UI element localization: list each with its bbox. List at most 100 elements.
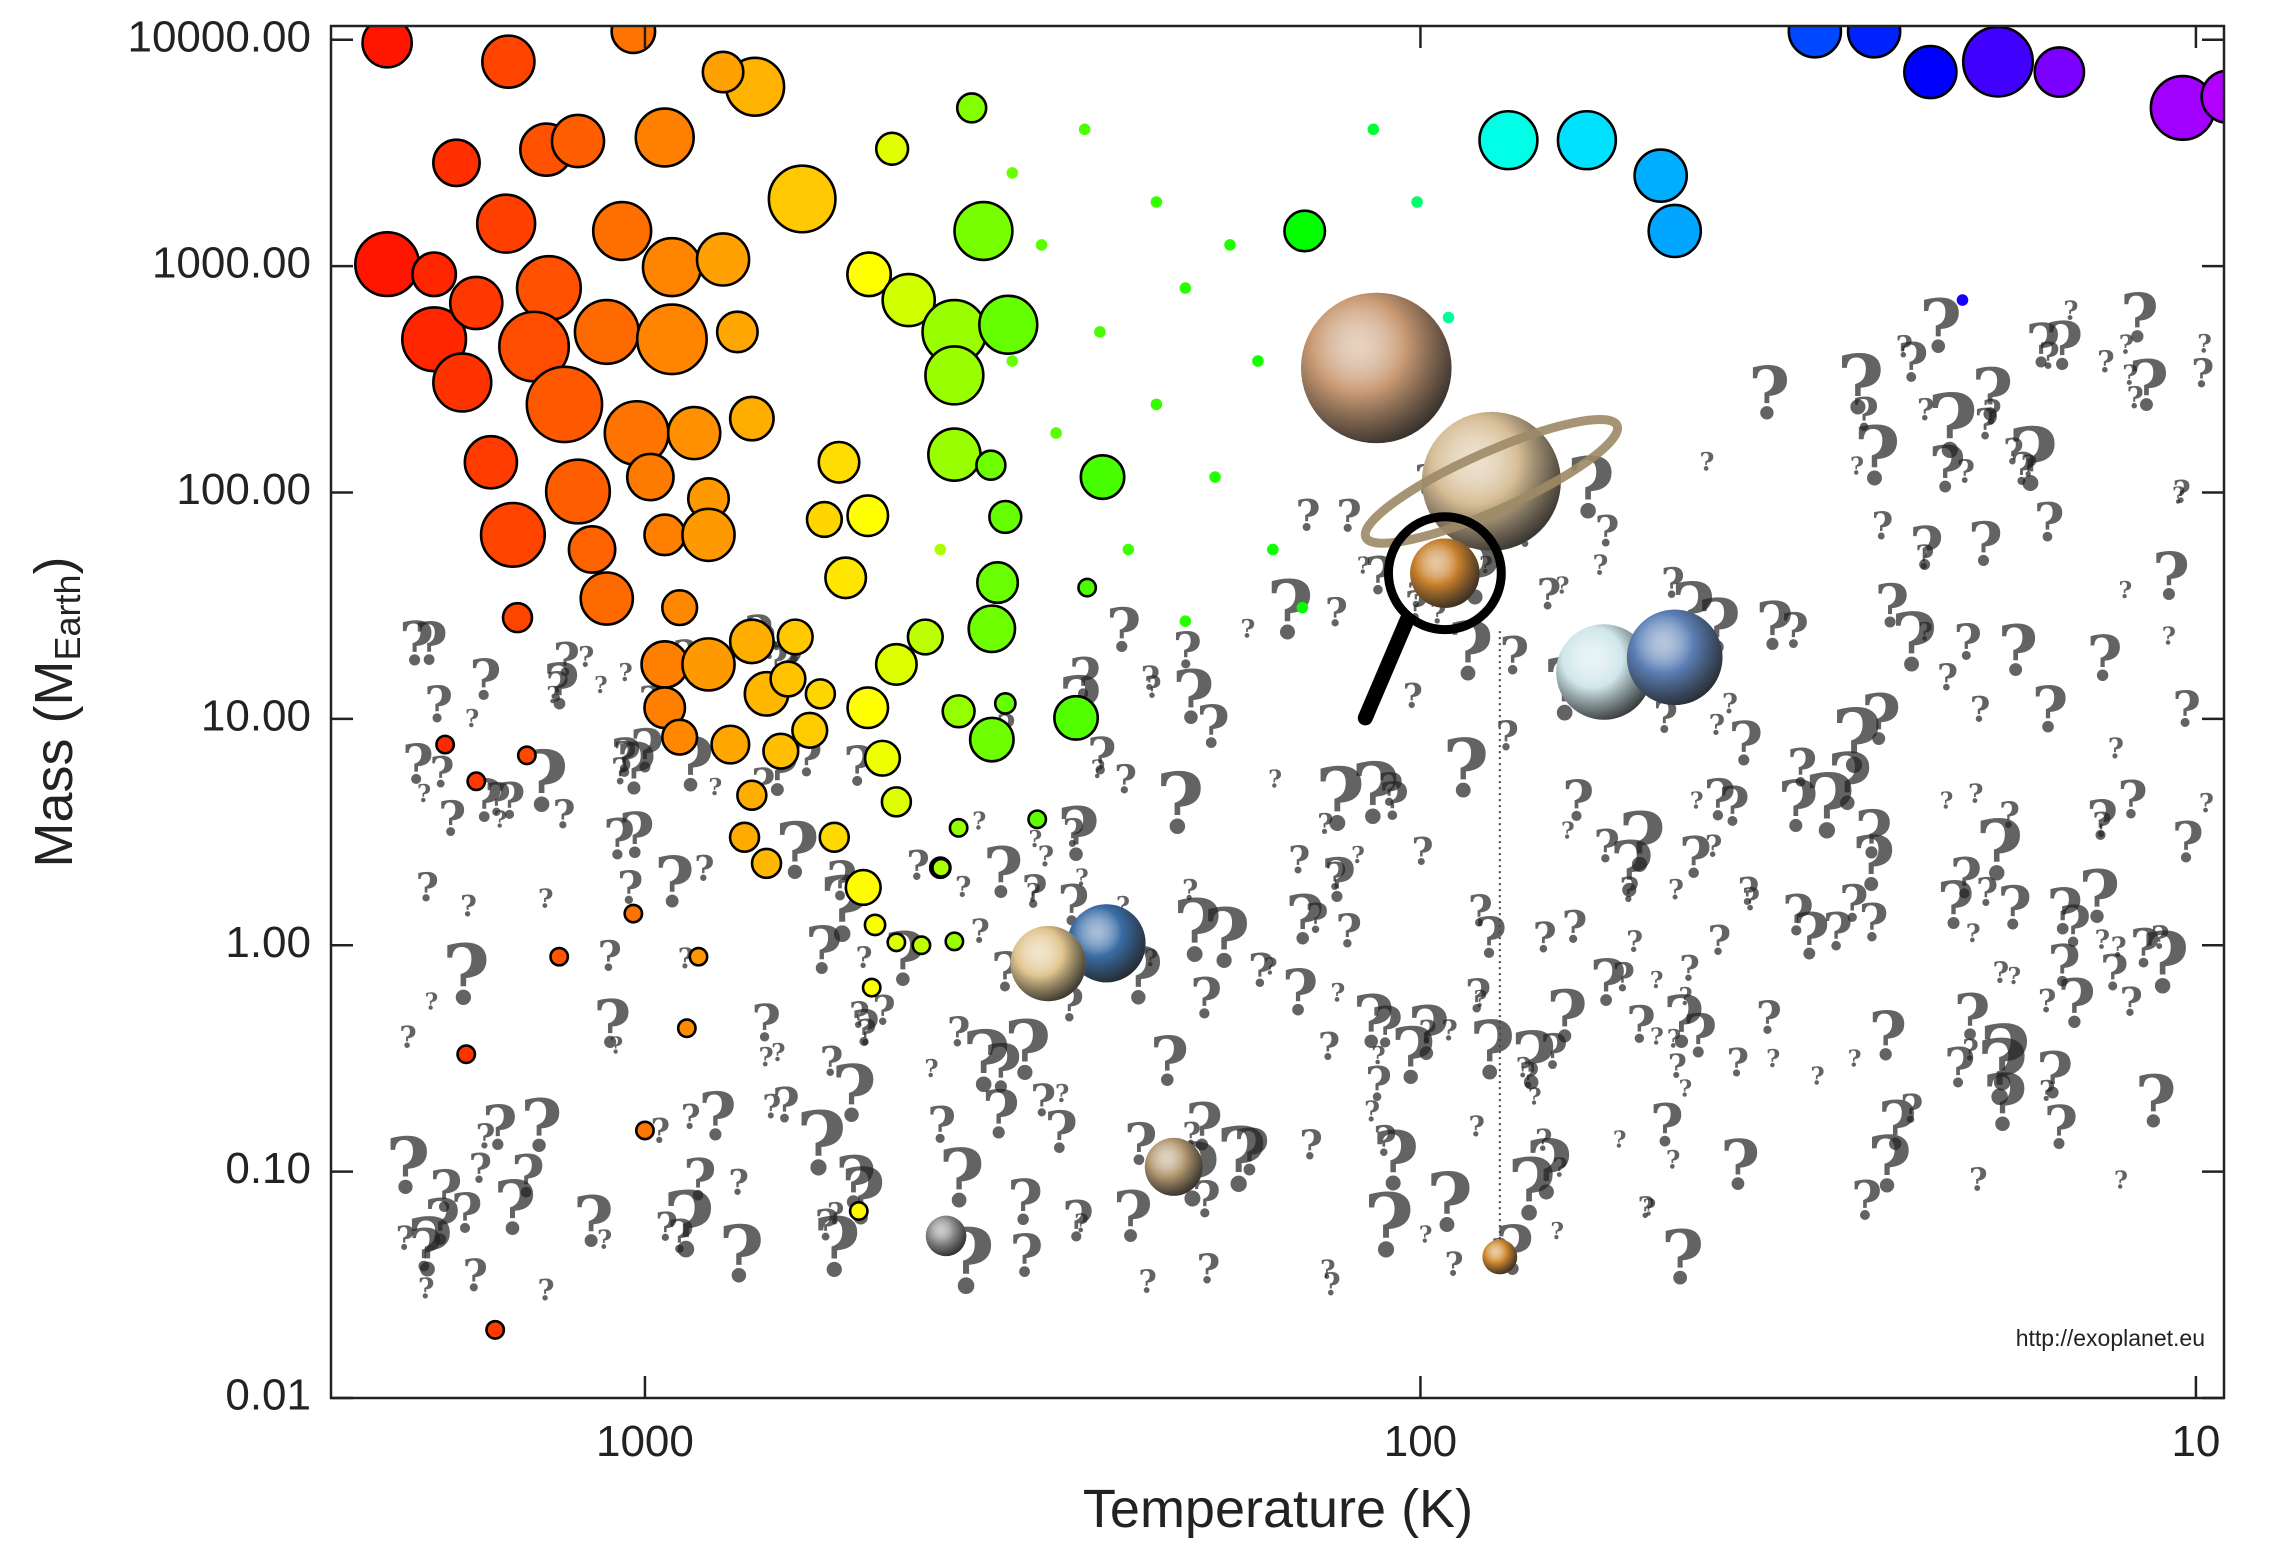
question-mark: ? (820, 1038, 844, 1086)
question-mark: ? (771, 1038, 785, 1067)
question-mark: ? (2141, 914, 2190, 1012)
question-mark: ? (1533, 914, 1557, 962)
question-mark: ? (2126, 381, 2143, 416)
question-mark: ? (1756, 589, 1794, 665)
question-mark: ? (2032, 672, 2069, 746)
planet-point (848, 1201, 869, 1221)
question-mark: ? (2197, 329, 2212, 358)
solar-planet (925, 1215, 967, 1257)
question-mark: ? (1172, 656, 1215, 741)
question-mark: ? (1299, 1122, 1322, 1169)
question-mark: ? (1878, 1086, 1917, 1165)
question-mark: ? (1026, 879, 1041, 909)
question-mark: ? (1915, 537, 1934, 576)
question-mark: ? (1666, 1146, 1681, 1175)
question-mark: ? (1552, 1153, 1567, 1184)
question-mark: ? (663, 1173, 715, 1278)
question-mark: ? (2034, 493, 2065, 554)
question-mark: ? (386, 1122, 431, 1212)
question-mark: ? (2152, 539, 2190, 615)
planet-point (435, 734, 456, 755)
question-mark: ? (831, 1049, 876, 1140)
y-tick-label: 1000.00 (152, 239, 311, 288)
question-mark: ? (2059, 894, 2092, 960)
question-mark: ? (1618, 795, 1666, 891)
question-mark: ? (1929, 432, 1966, 507)
planet-point (874, 642, 918, 686)
question-mark: ? (2087, 622, 2123, 695)
question-mark: ? (1663, 980, 1705, 1064)
planet-point (411, 251, 458, 298)
question-mark: ? (396, 1220, 415, 1258)
question-mark: ? (543, 650, 580, 724)
question-mark: ? (1475, 906, 1507, 971)
planet-point (804, 678, 837, 710)
planet-point (475, 193, 537, 254)
solar-planet (1482, 1239, 1518, 1275)
question-mark: ? (1075, 864, 1089, 892)
question-mark: ? (1496, 714, 1519, 760)
question-mark: ? (553, 793, 576, 838)
question-mark: ? (2057, 965, 2096, 1043)
question-mark: ? (476, 1116, 496, 1156)
question-mark: ? (619, 658, 633, 687)
planet-point (1556, 109, 1618, 171)
question-mark: ? (1909, 514, 1943, 583)
question-mark: ? (1919, 284, 1962, 370)
question-mark: ? (1823, 903, 1853, 963)
question-mark: ? (1325, 854, 1347, 898)
question-mark: ? (1679, 825, 1712, 891)
question-mark: ? (2119, 576, 2133, 604)
question-mark: ? (683, 1145, 717, 1213)
question-mark: ? (1282, 955, 1319, 1029)
question-mark: ? (694, 850, 714, 890)
question-mark: ? (1861, 680, 1902, 761)
planet-point (661, 588, 699, 627)
question-mark: ? (1954, 980, 1991, 1054)
question-mark: ? (613, 734, 637, 782)
question-mark: ? (1831, 690, 1882, 793)
planet-point (1006, 167, 1019, 179)
question-mark: ? (1196, 693, 1230, 761)
question-mark: ? (2120, 279, 2159, 357)
planet-point (1367, 123, 1380, 136)
solar-planet (1067, 904, 1146, 983)
planet-point (846, 686, 890, 730)
question-mark: ? (1690, 787, 1704, 815)
question-mark: ? (1859, 894, 1889, 954)
planet-point (591, 200, 653, 262)
planet-point (968, 716, 1015, 763)
question-mark: ? (1968, 778, 1984, 809)
question-mark: ? (425, 988, 439, 1015)
question-mark: ? (982, 1076, 1020, 1153)
planet-point (2033, 46, 2086, 98)
question-mark: ? (2114, 1167, 2128, 1195)
planet-point (805, 500, 844, 539)
question-mark: ? (1971, 353, 2013, 437)
planet-point (769, 660, 807, 698)
question-mark: ? (1738, 869, 1760, 913)
question-mark: ? (972, 807, 986, 836)
planet-point (886, 932, 907, 953)
question-mark: ? (1325, 590, 1348, 636)
question-mark: ? (460, 889, 477, 923)
question-mark: ? (2047, 933, 2081, 1000)
planet-point (988, 499, 1023, 535)
question-mark: ? (1537, 569, 1562, 619)
x-tick-label: 1000 (596, 1417, 694, 1466)
question-mark: ? (462, 1251, 488, 1302)
question-mark: ? (1288, 838, 1310, 882)
x-tick-label: 100 (1384, 1417, 1457, 1466)
question-mark: ? (538, 883, 554, 914)
question-mark: ? (1106, 595, 1141, 666)
planet-point (1078, 123, 1091, 136)
question-mark: ? (655, 1206, 678, 1251)
question-mark: ? (1044, 1098, 1078, 1166)
y-tick-label: 1.00 (225, 918, 311, 967)
question-mark: ? (1927, 375, 1978, 478)
planet-point (1050, 427, 1062, 439)
question-mark: ? (1173, 882, 1223, 982)
question-mark: ? (399, 609, 434, 679)
question-mark: ? (1091, 755, 1106, 784)
question-mark: ? (418, 1271, 435, 1305)
